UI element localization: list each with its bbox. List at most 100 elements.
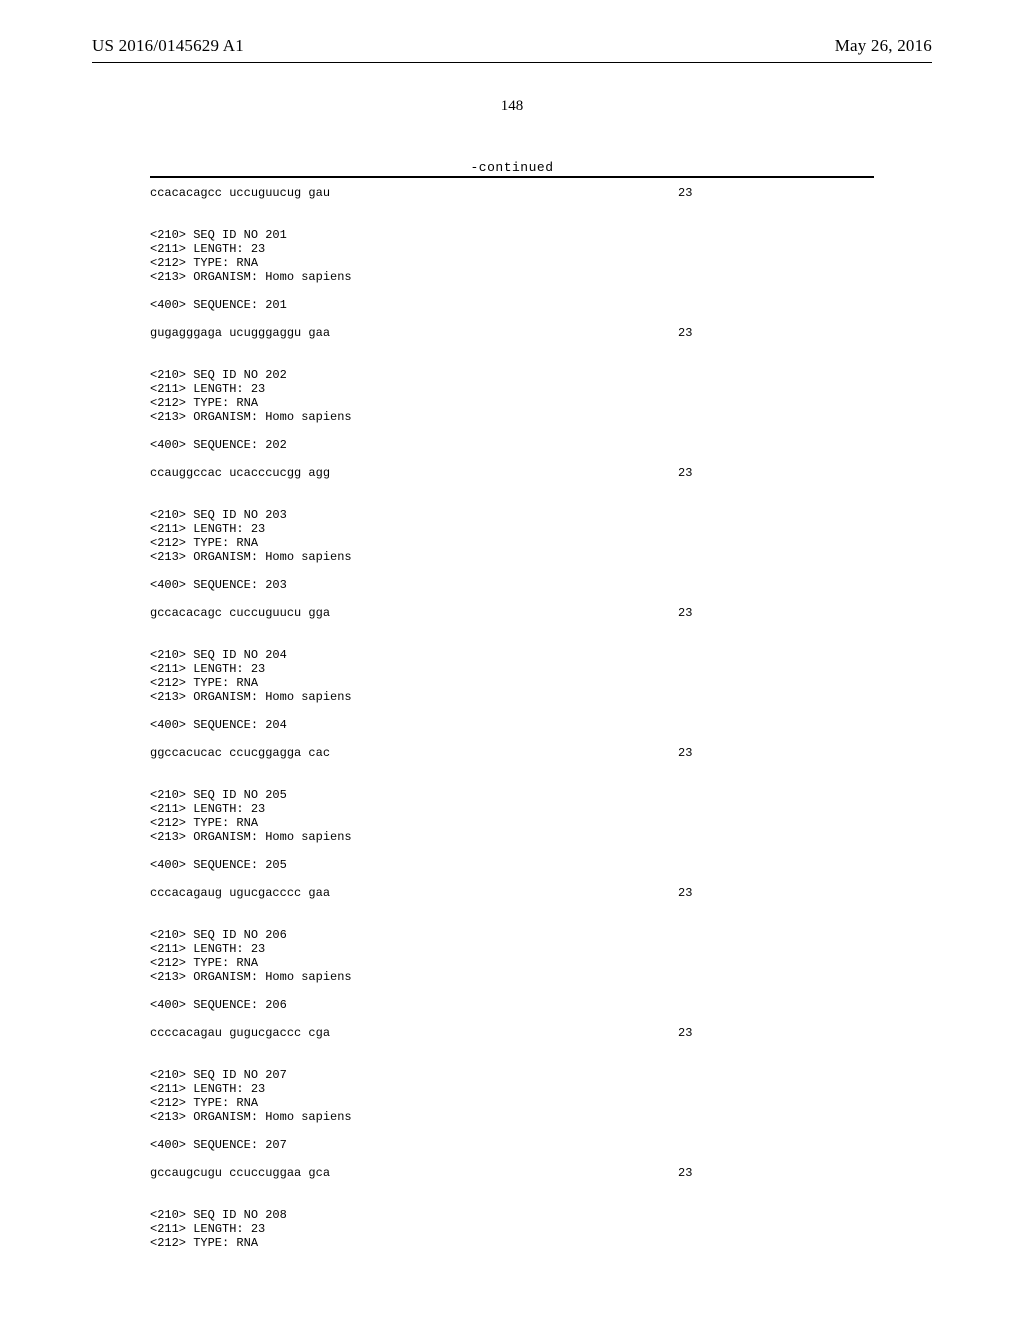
sequence-meta-text: <213> ORGANISM: Homo sapiens (150, 690, 352, 704)
sequence-meta-line: <400> SEQUENCE: 201 (150, 298, 874, 312)
sequence-meta-line: <213> ORGANISM: Homo sapiens (150, 410, 874, 424)
blank-line (150, 984, 874, 998)
sequence-meta-text: <210> SEQ ID NO 201 (150, 228, 287, 242)
sequence-meta-line: <210> SEQ ID NO 203 (150, 508, 874, 522)
blank-line (150, 312, 874, 326)
sequence-length-number: 23 (678, 1166, 692, 1180)
blank-line (150, 1012, 874, 1026)
sequence-meta-text: <210> SEQ ID NO 206 (150, 928, 287, 942)
sequence-meta-text: <400> SEQUENCE: 201 (150, 298, 287, 312)
sequence-meta-line: <400> SEQUENCE: 203 (150, 578, 874, 592)
blank-line (150, 592, 874, 606)
sequence-data-line: gccaugcugu ccuccuggaa gca 23 (150, 1166, 874, 1180)
sequence-meta-text: <213> ORGANISM: Homo sapiens (150, 1110, 352, 1124)
sequence-data-text: ccacacagcc uccuguucug gau (150, 186, 330, 200)
blank-line (150, 844, 874, 858)
blank-line (150, 760, 874, 774)
blank-line (150, 1180, 874, 1194)
sequence-meta-text: <213> ORGANISM: Homo sapiens (150, 410, 352, 424)
sequence-data-text: gccacacagc cuccuguucu gga (150, 606, 330, 620)
sequence-meta-text: <210> SEQ ID NO 202 (150, 368, 287, 382)
sequence-meta-line: <212> TYPE: RNA (150, 676, 874, 690)
sequence-meta-text: <213> ORGANISM: Homo sapiens (150, 970, 352, 984)
sequence-data-line: ccacacagcc uccuguucug gau 23 (150, 186, 874, 200)
sequence-meta-text: <211> LENGTH: 23 (150, 1082, 265, 1096)
blank-line (150, 214, 874, 228)
sequence-meta-line: <400> SEQUENCE: 204 (150, 718, 874, 732)
sequence-meta-text: <212> TYPE: RNA (150, 676, 258, 690)
sequence-meta-line: <400> SEQUENCE: 206 (150, 998, 874, 1012)
sequence-data-text: ggccacucac ccucggagga cac (150, 746, 330, 760)
sequence-meta-text: <211> LENGTH: 23 (150, 802, 265, 816)
sequence-meta-line: <211> LENGTH: 23 (150, 242, 874, 256)
sequence-data-line: cccacagaug ugucgacccc gaa23 (150, 886, 874, 900)
sequence-meta-text: <212> TYPE: RNA (150, 396, 258, 410)
sequence-meta-text: <211> LENGTH: 23 (150, 942, 265, 956)
sequence-meta-text: <400> SEQUENCE: 204 (150, 718, 287, 732)
blank-line (150, 494, 874, 508)
blank-line (150, 634, 874, 648)
sequence-meta-text: <212> TYPE: RNA (150, 536, 258, 550)
sequence-meta-text: <211> LENGTH: 23 (150, 382, 265, 396)
sequence-meta-line: <212> TYPE: RNA (150, 956, 874, 970)
sequence-meta-line: <212> TYPE: RNA (150, 396, 874, 410)
blank-line (150, 900, 874, 914)
sequence-meta-line: <400> SEQUENCE: 202 (150, 438, 874, 452)
blank-line (150, 1194, 874, 1208)
blank-line (150, 1040, 874, 1054)
sequence-data-line: ccccacagau gugucgaccc cga23 (150, 1026, 874, 1040)
sequence-length-number: 23 (678, 746, 692, 760)
publication-number: US 2016/0145629 A1 (92, 36, 244, 56)
sequence-meta-line: <400> SEQUENCE: 205 (150, 858, 874, 872)
sequence-meta-line: <212> TYPE: RNA (150, 816, 874, 830)
sequence-meta-line: <213> ORGANISM: Homo sapiens (150, 550, 874, 564)
sequence-length-number: 23 (678, 466, 692, 480)
sequence-meta-text: <211> LENGTH: 23 (150, 662, 265, 676)
blank-line (150, 480, 874, 494)
blank-line (150, 340, 874, 354)
blank-line (150, 620, 874, 634)
sequence-meta-text: <400> SEQUENCE: 202 (150, 438, 287, 452)
sequence-meta-line: <212> TYPE: RNA (150, 1096, 874, 1110)
sequence-length-number: 23 (678, 186, 692, 200)
blank-line (150, 284, 874, 298)
sequence-meta-line: <213> ORGANISM: Homo sapiens (150, 690, 874, 704)
sequence-meta-text: <212> TYPE: RNA (150, 816, 258, 830)
blank-line (150, 1054, 874, 1068)
blank-line (150, 872, 874, 886)
sequence-meta-text: <211> LENGTH: 23 (150, 1222, 265, 1236)
sequence-meta-text: <400> SEQUENCE: 205 (150, 858, 287, 872)
sequence-length-number: 23 (678, 326, 692, 340)
header-rule (92, 62, 932, 63)
sequence-meta-text: <211> LENGTH: 23 (150, 522, 265, 536)
blank-line (150, 200, 874, 214)
sequence-meta-text: <212> TYPE: RNA (150, 956, 258, 970)
sequence-meta-line: <212> TYPE: RNA (150, 1236, 874, 1250)
page-number: 148 (0, 98, 1024, 115)
sequence-meta-line: <210> SEQ ID NO 204 (150, 648, 874, 662)
sequence-meta-text: <213> ORGANISM: Homo sapiens (150, 270, 352, 284)
sequence-meta-line: <210> SEQ ID NO 205 (150, 788, 874, 802)
sequence-meta-line: <210> SEQ ID NO 206 (150, 928, 874, 942)
sequence-meta-text: <210> SEQ ID NO 204 (150, 648, 287, 662)
sequence-meta-line: <210> SEQ ID NO 202 (150, 368, 874, 382)
sequence-meta-text: <210> SEQ ID NO 207 (150, 1068, 287, 1082)
sequence-listing-rule (150, 176, 874, 178)
blank-line (150, 564, 874, 578)
sequence-data-line: gugagggaga ucugggaggu gaa 23 (150, 326, 874, 340)
sequence-meta-line: <211> LENGTH: 23 (150, 1082, 874, 1096)
sequence-meta-text: <210> SEQ ID NO 208 (150, 1208, 287, 1222)
sequence-data-text: gugagggaga ucugggaggu gaa (150, 326, 330, 340)
sequence-meta-text: <213> ORGANISM: Homo sapiens (150, 830, 352, 844)
sequence-data-text: gccaugcugu ccuccuggaa gca (150, 1166, 330, 1180)
sequence-meta-text: <211> LENGTH: 23 (150, 242, 265, 256)
sequence-meta-text: <400> SEQUENCE: 207 (150, 1138, 287, 1152)
sequence-meta-line: <212> TYPE: RNA (150, 536, 874, 550)
sequence-meta-line: <210> SEQ ID NO 207 (150, 1068, 874, 1082)
page-header: US 2016/0145629 A1 May 26, 2016 (0, 36, 1024, 72)
sequence-length-number: 23 (678, 606, 692, 620)
sequence-length-number: 23 (678, 886, 692, 900)
page: US 2016/0145629 A1 May 26, 2016 148 -con… (0, 0, 1024, 1320)
sequence-meta-line: <211> LENGTH: 23 (150, 802, 874, 816)
sequence-meta-line: <213> ORGANISM: Homo sapiens (150, 830, 874, 844)
